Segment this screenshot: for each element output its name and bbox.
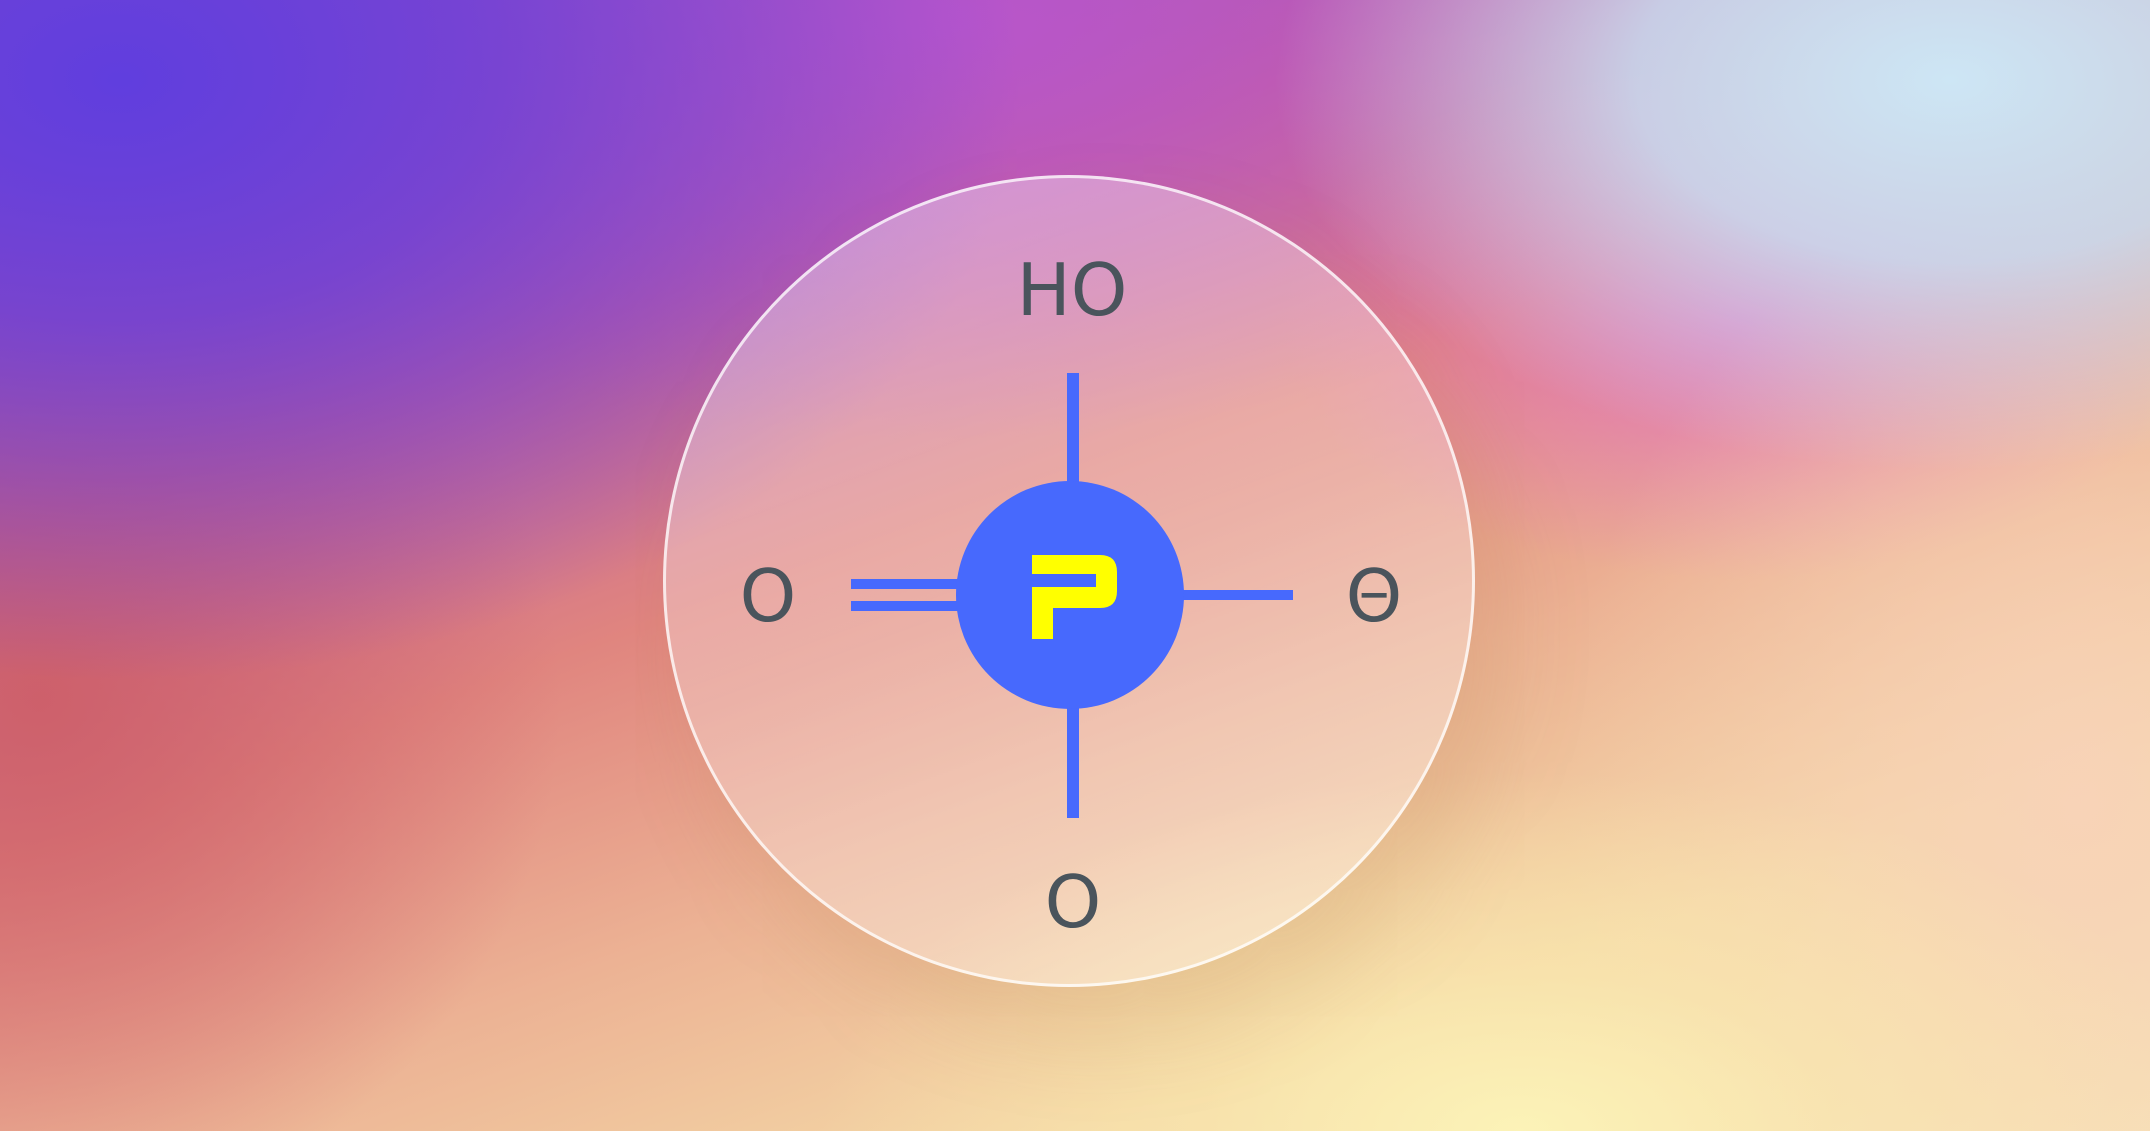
bond-left-double-upper	[851, 579, 961, 589]
atom-bottom-o: O	[1045, 866, 1102, 938]
negative-charge: −	[1357, 575, 1391, 615]
bond-left-double-lower	[851, 601, 961, 611]
phosphorus-p-logo-icon	[956, 481, 1184, 709]
bond-right	[1180, 590, 1293, 600]
bond-bottom	[1067, 706, 1079, 818]
atom-left-o: O	[740, 560, 797, 632]
atom-top-ho: HO	[1017, 254, 1128, 326]
phosphorus-atom	[956, 481, 1184, 709]
atom-right-o: O −	[1346, 560, 1403, 632]
bond-top	[1067, 373, 1079, 485]
